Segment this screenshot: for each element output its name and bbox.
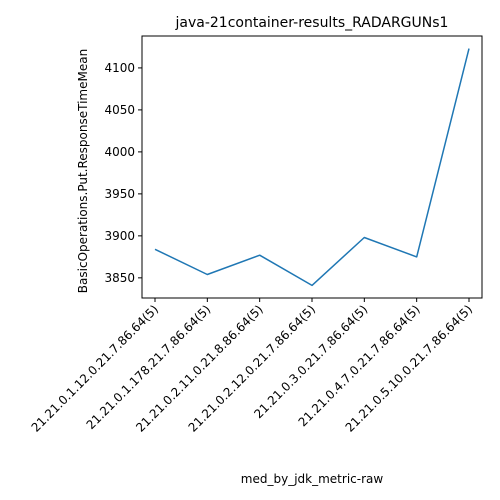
y-tick-label: 3950 [104,187,135,201]
series-line [154,48,470,287]
y-tick-label: 3850 [104,271,135,285]
y-tick-label: 4100 [104,61,135,75]
y-tick-label: 4050 [104,103,135,117]
y-tick-label: 3900 [104,229,135,243]
y-tick-label: 4000 [104,145,135,159]
y-axis-label: BasicOperations.Put.ResponseTimeMean [76,49,90,293]
x-axis-label: med_by_jdk_metric-raw [241,472,384,486]
chart-title: java-21container-results_RADARGUNs1 [175,15,449,31]
